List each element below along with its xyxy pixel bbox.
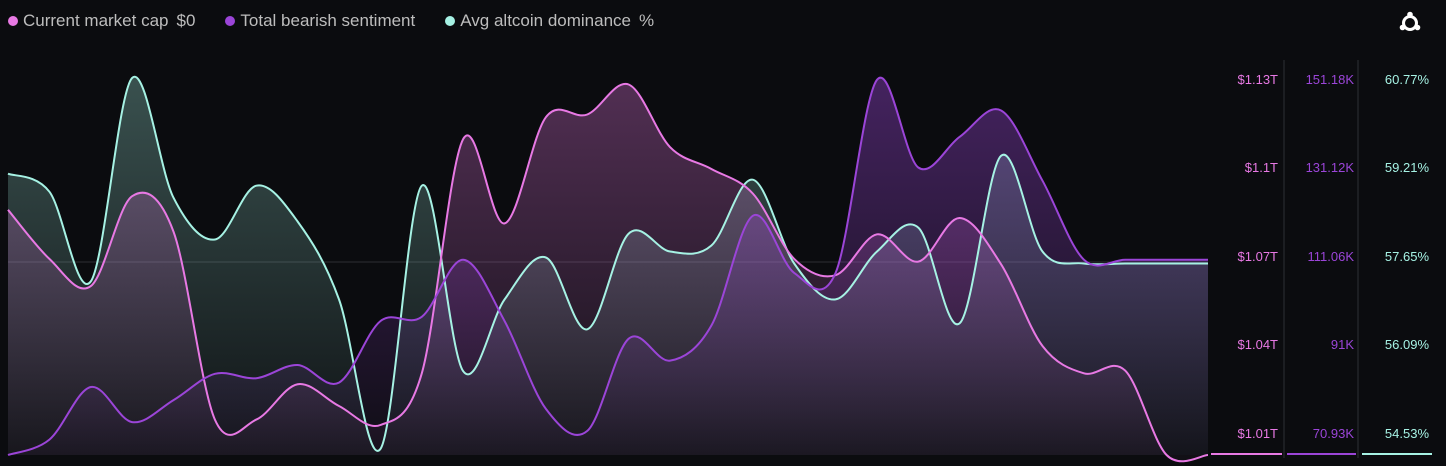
tick-label-avg-altcoin-dominance: 56.09% [1385, 337, 1430, 352]
tick-label-avg-altcoin-dominance: 54.53% [1385, 426, 1430, 441]
series-line-total-bearish-sentiment[interactable] [7, 76, 1208, 456]
legend-label-market-cap: Current market cap [23, 11, 169, 30]
legend-dot-altcoin-dominance [445, 16, 456, 26]
legend-dot-bearish-sentiment [225, 16, 236, 26]
tick-label-total-bearish-sentiment: 111.06K [1307, 249, 1354, 264]
tick-label-avg-altcoin-dominance: 59.21% [1385, 160, 1430, 175]
tick-label-total-bearish-sentiment: 91K [1331, 337, 1354, 352]
tick-label-current-market-cap: $1.13T [1238, 72, 1279, 87]
legend-dot-market-cap [8, 16, 18, 26]
tick-label-avg-altcoin-dominance: 57.65% [1385, 249, 1430, 264]
legend-label-altcoin-dominance: Avg altcoin dominance [460, 11, 631, 30]
series-line-current-market-cap[interactable] [7, 83, 1209, 463]
tick-label-avg-altcoin-dominance: 60.77% [1385, 72, 1430, 87]
tick-label-total-bearish-sentiment: 70.93K [1313, 426, 1355, 441]
tick-label-current-market-cap: $1.07T [1238, 249, 1279, 264]
series-area-total-bearish-sentiment [8, 77, 1208, 455]
legend-item-bearish-sentiment[interactable]: Total bearish sentiment [225, 11, 415, 31]
tick-label-current-market-cap: $1.1T [1245, 160, 1278, 175]
legend-item-altcoin-dominance[interactable]: Avg altcoin dominance % [445, 11, 654, 31]
legend-value-market-cap: $0 [176, 11, 196, 30]
tick-label-total-bearish-sentiment: 131.12K [1306, 160, 1355, 175]
legend-value-altcoin-dominance: % [639, 11, 655, 30]
tick-label-current-market-cap: $1.01T [1238, 426, 1279, 441]
series-line-avg-altcoin-dominance[interactable] [7, 75, 1208, 452]
legend-item-market-cap[interactable]: Current market cap $0 [8, 11, 195, 31]
tick-label-current-market-cap: $1.04T [1238, 337, 1279, 352]
tick-label-total-bearish-sentiment: 151.18K [1306, 72, 1355, 87]
legend-label-bearish-sentiment: Total bearish sentiment [240, 11, 416, 30]
brand-logo-icon[interactable] [1398, 11, 1422, 35]
chart-legend: Current market cap $0 Total bearish sent… [8, 11, 684, 31]
